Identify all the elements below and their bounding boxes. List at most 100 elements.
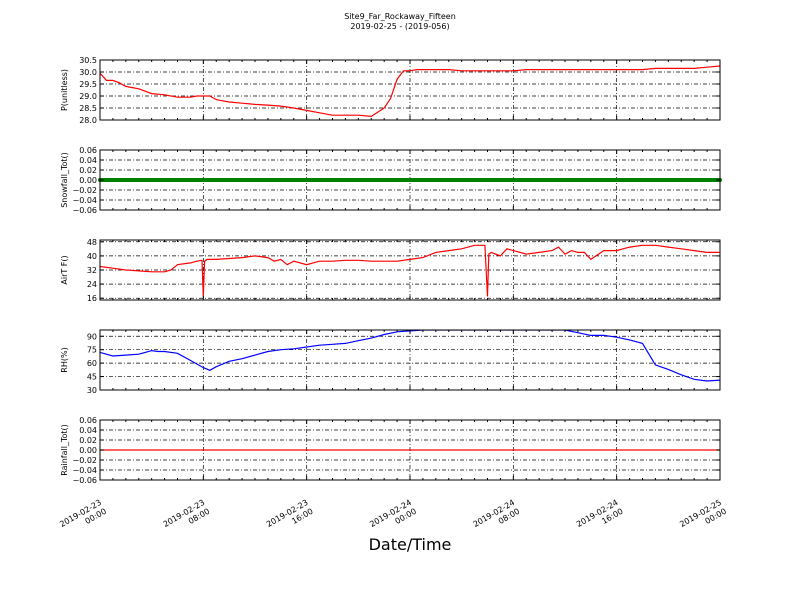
series-point <box>692 178 697 182</box>
series-point <box>327 178 332 182</box>
series-point <box>251 178 256 182</box>
y-tick-label: 0.06 <box>79 416 97 425</box>
y-tick-label: 90 <box>87 332 97 341</box>
series-point <box>400 178 405 182</box>
y-tick-label: 0.00 <box>79 446 97 455</box>
series-point <box>254 178 259 182</box>
series-point <box>615 178 620 182</box>
series-point <box>342 178 347 182</box>
series-point <box>517 178 522 182</box>
series-point <box>462 178 467 182</box>
panel-3: 16 24 32 40 48 AirT F() <box>60 238 721 303</box>
series-point <box>473 178 478 182</box>
y-tick-label: 60 <box>87 359 97 368</box>
series-point <box>232 178 237 182</box>
series-point <box>105 178 110 182</box>
series-point <box>367 178 372 182</box>
series-point <box>243 178 248 182</box>
y-tick-label: 16 <box>87 294 97 303</box>
series-point <box>539 178 544 182</box>
series-point <box>364 178 369 182</box>
series-point <box>127 178 132 182</box>
series-point <box>532 178 536 182</box>
series-point <box>353 178 358 182</box>
series-point <box>262 178 267 182</box>
series-point <box>134 178 139 182</box>
series-point <box>535 178 540 182</box>
series-point <box>688 178 693 182</box>
y-tick-label: 0.02 <box>79 166 97 175</box>
series-point <box>542 178 547 182</box>
series-point <box>276 178 281 182</box>
series-point <box>510 178 515 182</box>
series-point <box>149 178 154 182</box>
series-point <box>568 178 573 182</box>
series-point <box>448 178 453 182</box>
y-tick-label: 30.0 <box>79 68 97 77</box>
y-tick-label: 29.0 <box>79 92 97 101</box>
series-point <box>302 178 307 182</box>
y-tick-label: 0.06 <box>79 146 97 155</box>
x-tick-label: 2019-02-2400:00 <box>368 498 418 538</box>
chart-subtitle: 2019-02-25 - (2019-056) <box>350 22 449 31</box>
series-point <box>626 178 631 182</box>
series-point <box>513 178 518 182</box>
series-point <box>273 178 278 182</box>
series-point <box>229 178 234 182</box>
series-point <box>108 178 113 182</box>
series-point <box>666 178 671 182</box>
series-point <box>506 178 511 182</box>
y-tick-label: 29.5 <box>79 80 97 89</box>
series-point <box>429 178 434 182</box>
series-point <box>375 178 380 182</box>
series-point <box>699 178 704 182</box>
series-point <box>160 178 164 182</box>
series-point <box>594 178 598 182</box>
series-point <box>677 178 682 182</box>
series-point <box>349 178 354 182</box>
series-point <box>291 178 296 182</box>
series-point <box>634 178 639 182</box>
series-point <box>200 178 205 182</box>
y-tick-label: 24 <box>87 280 97 289</box>
series-point <box>178 178 183 182</box>
series-point <box>163 178 168 182</box>
y-tick-label: 32 <box>87 266 97 275</box>
series-point <box>225 178 230 182</box>
y-tick-label: 75 <box>87 346 97 355</box>
panels: 28.0 28.5 29.0 29.5 30.0 30.5 P(unitless) −0.06… <box>58 56 728 538</box>
series-point <box>583 178 588 182</box>
series-point <box>499 178 504 182</box>
series-point <box>645 178 650 182</box>
y-tick-label: −0.04 <box>72 196 97 205</box>
series-point <box>521 178 526 182</box>
series-point <box>433 178 438 182</box>
series-point <box>222 178 226 182</box>
series-point <box>389 178 394 182</box>
y-tick-label: 0.04 <box>79 156 97 165</box>
series-point <box>553 178 558 182</box>
series-point <box>466 178 471 182</box>
series-point <box>546 178 551 182</box>
series-point <box>630 178 635 182</box>
series-point <box>601 178 606 182</box>
y-axis-label: Snowfall_Tot() <box>60 152 69 208</box>
series-point <box>236 178 241 182</box>
series-point <box>214 178 219 182</box>
panel-2: −0.06−0.04−0.020.000.020.040.06 Snowfall_… <box>60 146 722 215</box>
series-point <box>550 178 555 182</box>
series-point <box>141 178 146 182</box>
series-point <box>386 178 391 182</box>
series-point <box>681 178 686 182</box>
series-point <box>382 178 387 182</box>
series-point <box>612 178 617 182</box>
series-point <box>331 178 336 182</box>
series-point <box>619 178 624 182</box>
y-axis-label: RH(%) <box>60 347 69 372</box>
series-point <box>480 178 485 182</box>
series-point <box>203 178 208 182</box>
series-point <box>652 178 657 182</box>
series-point <box>123 178 128 182</box>
series-point <box>451 178 456 182</box>
